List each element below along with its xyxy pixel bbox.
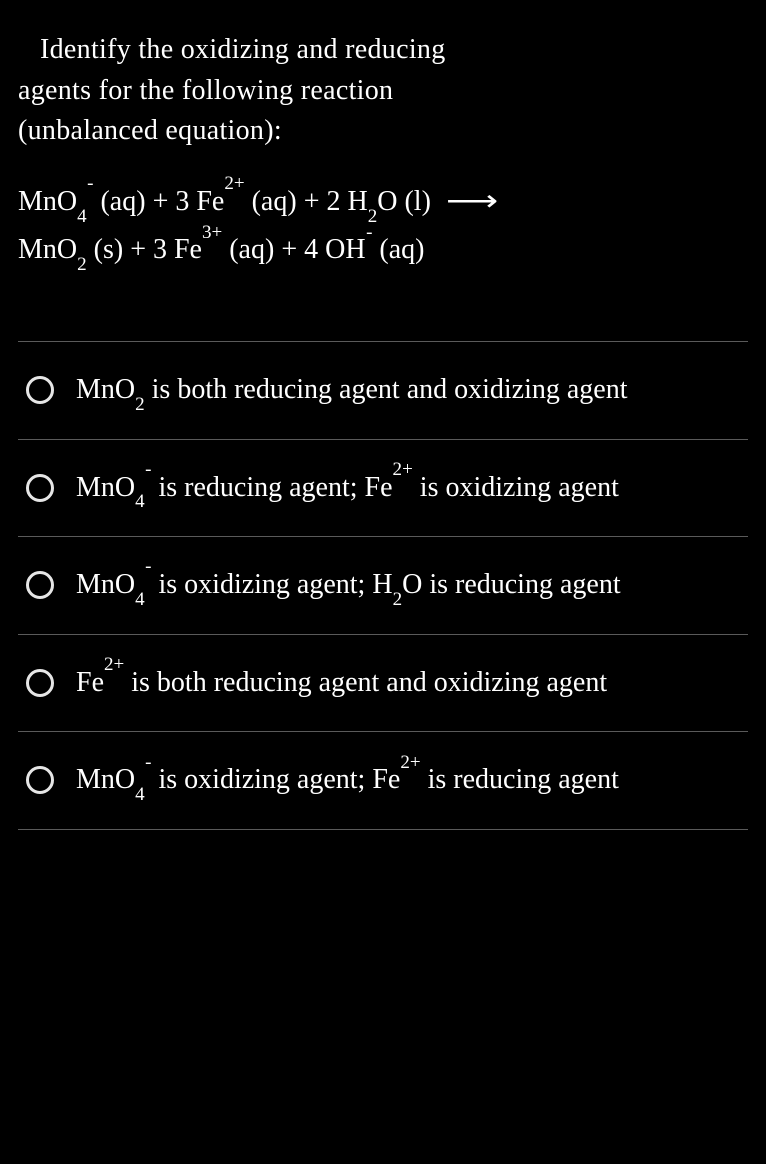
- options-list: MnO2 is both reducing agent and oxidizin…: [18, 341, 748, 830]
- option-c-tail: is reducing agent: [422, 569, 620, 600]
- option-b[interactable]: MnO4- is reducing agent; Fe2+ is oxidizi…: [18, 440, 748, 538]
- reactant-3-state: (l): [404, 186, 430, 217]
- option-b-tail: is oxidizing agent: [413, 472, 619, 503]
- option-e-sup-2: 2+: [400, 752, 420, 773]
- option-d-text: Fe2+ is both reducing agent and oxidizin…: [76, 663, 740, 704]
- option-b-formula-1: MnO: [76, 472, 135, 503]
- chemical-equation: MnO4- (aq) + 3 Fe2+ (aq) + 2 H2O (l) ⟶ M…: [18, 182, 748, 271]
- option-c-formula-1: MnO: [76, 569, 135, 600]
- reactant-1-sub: 4: [77, 206, 87, 227]
- radio-icon: [26, 766, 54, 794]
- reactant-1-state: (aq): [100, 186, 145, 217]
- reactant-1-base: MnO: [18, 186, 77, 217]
- question-line-1: Identify the oxidizing and reducing: [18, 30, 446, 71]
- reactant-3-base: H: [347, 186, 367, 217]
- question-line-2: agents for the following reaction: [18, 75, 393, 106]
- option-c-text: MnO4- is oxidizing agent; H2O is reducin…: [76, 565, 740, 606]
- product-2-base: Fe: [174, 234, 202, 265]
- option-a-formula: MnO: [76, 374, 135, 405]
- equation-line-1: MnO4- (aq) + 3 Fe2+ (aq) + 2 H2O (l) ⟶: [18, 182, 748, 223]
- option-a-text: MnO2 is both reducing agent and oxidizin…: [76, 370, 740, 411]
- reactant-2-base: Fe: [196, 186, 224, 217]
- option-e-formula-2: Fe: [372, 764, 400, 795]
- option-e-tail: is reducing agent: [421, 764, 619, 795]
- option-c-mid: is oxidizing agent;: [151, 569, 372, 600]
- option-b-sub-1: 4: [135, 491, 145, 512]
- option-b-formula-2: Fe: [365, 472, 393, 503]
- reactant-2-sup: 2+: [224, 173, 244, 194]
- coef-p2: 3: [153, 234, 167, 265]
- product-2-sup: 3+: [202, 222, 222, 243]
- option-a-tail: is both reducing agent and oxidizing age…: [145, 374, 628, 405]
- product-1-state: (s): [94, 234, 124, 265]
- option-e-sub-1: 4: [135, 784, 145, 805]
- reactant-3-tail: O: [377, 186, 397, 217]
- option-d-tail: is both reducing agent and oxidizing age…: [124, 667, 607, 698]
- coef-3: 2: [326, 186, 340, 217]
- radio-icon: [26, 669, 54, 697]
- option-d-formula: Fe: [76, 667, 104, 698]
- product-3-base: OH: [325, 234, 365, 265]
- product-2-state: (aq): [229, 234, 274, 265]
- option-e-sup-1: -: [145, 752, 151, 773]
- option-c[interactable]: MnO4- is oxidizing agent; H2O is reducin…: [18, 537, 748, 635]
- option-a-sub: 2: [135, 394, 145, 415]
- radio-icon: [26, 571, 54, 599]
- product-1-base: MnO: [18, 234, 77, 265]
- option-b-text: MnO4- is reducing agent; Fe2+ is oxidizi…: [76, 468, 740, 509]
- product-1-sub: 2: [77, 254, 87, 275]
- option-e-mid: is oxidizing agent;: [151, 764, 372, 795]
- option-c-sup-1: -: [145, 556, 151, 577]
- question-text: Identify the oxidizing and reducing agen…: [18, 30, 748, 152]
- option-a[interactable]: MnO2 is both reducing agent and oxidizin…: [18, 342, 748, 440]
- option-e[interactable]: MnO4- is oxidizing agent; Fe2+ is reduci…: [18, 732, 748, 830]
- radio-icon: [26, 376, 54, 404]
- arrow-icon: ⟶: [446, 182, 496, 223]
- radio-icon: [26, 474, 54, 502]
- option-b-sup-2: 2+: [393, 459, 413, 480]
- option-e-formula-1: MnO: [76, 764, 135, 795]
- coef-p3: 4: [304, 234, 318, 265]
- option-c-sub-2: 2: [393, 589, 403, 610]
- option-c-sub-1: 4: [135, 589, 145, 610]
- question-line-3: (unbalanced equation):: [18, 115, 282, 146]
- quiz-container: Identify the oxidizing and reducing agen…: [0, 0, 766, 860]
- coef-2: 3: [175, 186, 189, 217]
- option-d-sup: 2+: [104, 654, 124, 675]
- option-c-formula-2: H: [372, 569, 392, 600]
- option-b-mid: is reducing agent;: [151, 472, 364, 503]
- option-d[interactable]: Fe2+ is both reducing agent and oxidizin…: [18, 635, 748, 733]
- option-c-tail-2: O: [402, 569, 422, 600]
- option-e-text: MnO4- is oxidizing agent; Fe2+ is reduci…: [76, 760, 740, 801]
- option-b-sup-1: -: [145, 459, 151, 480]
- equation-line-2: MnO2 (s) + 3 Fe3+ (aq) + 4 OH- (aq): [18, 230, 748, 271]
- product-3-sup: -: [366, 222, 372, 243]
- reactant-1-sup: -: [87, 173, 93, 194]
- reactant-2-state: (aq): [252, 186, 297, 217]
- product-3-state: (aq): [379, 234, 424, 265]
